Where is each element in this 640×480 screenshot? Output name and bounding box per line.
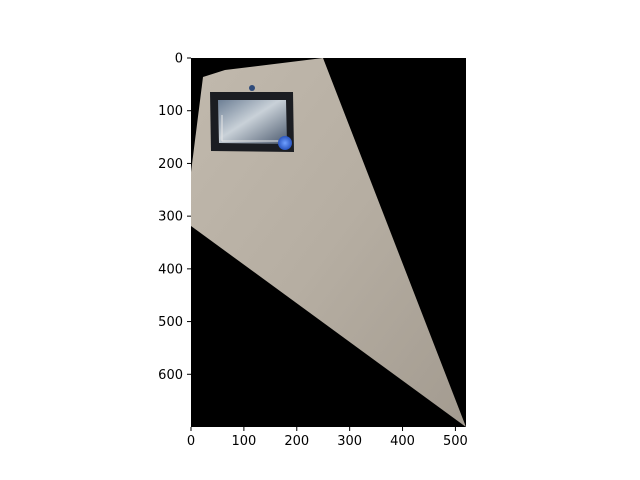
blue-flower [278,136,292,150]
y-tick-label: 100 [158,104,183,119]
y-tick-label: 400 [158,262,183,277]
y-axis: 0 100 200 300 400 500 600 [158,52,191,383]
image-panel [191,58,466,427]
x-tick-label: 200 [284,434,309,449]
x-axis: 0 100 200 300 400 500 [187,427,468,449]
x-tick-label: 500 [443,434,468,449]
x-tick-label: 300 [337,434,362,449]
y-tick-label: 200 [158,157,183,172]
y-tick-label: 300 [158,210,183,225]
framed-picture [210,85,294,152]
x-tick-label: 0 [187,434,195,449]
y-tick-label: 600 [158,368,183,383]
x-tick-label: 400 [390,434,415,449]
x-tick-label: 100 [231,434,256,449]
y-tick-label: 0 [175,52,183,67]
picture-photo [218,100,287,144]
y-tick-label: 500 [158,315,183,330]
wall-hook [249,85,255,91]
